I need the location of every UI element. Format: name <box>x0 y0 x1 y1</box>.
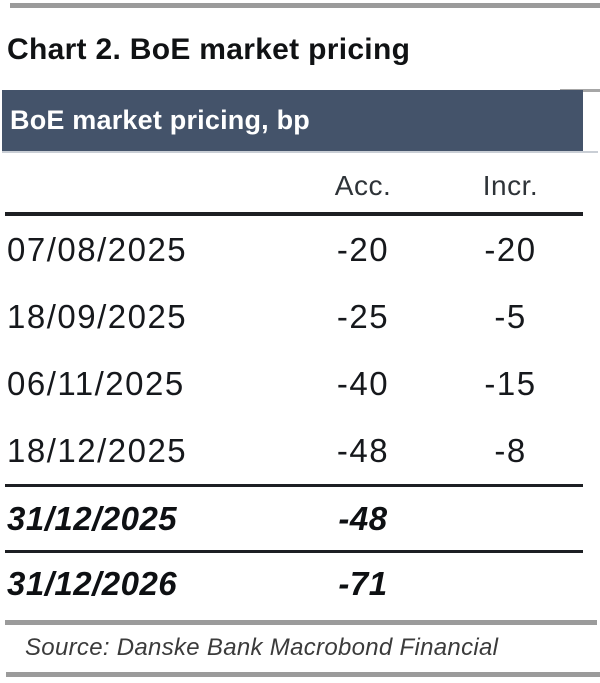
header-bar-bottom-rule <box>2 151 598 153</box>
column-header-row: Acc. Incr. <box>5 160 583 216</box>
table-title-bar: BoE market pricing, bp <box>2 90 583 151</box>
cell-incr: -8 <box>494 431 527 469</box>
table-row: 18/09/2025 -25 -5 <box>5 283 583 350</box>
source-text: Source: Danske Bank Macrobond Financial <box>25 634 499 661</box>
cell-incr: -20 <box>484 230 537 268</box>
cell-date: 06/11/2025 <box>7 364 185 402</box>
source-divider-bottom <box>6 672 600 677</box>
chart-title: Chart 2. BoE market pricing <box>7 33 411 66</box>
cell-date: 18/09/2025 <box>7 297 188 335</box>
cell-acc: -48 <box>336 431 390 469</box>
cell-incr: -15 <box>484 364 537 402</box>
cell-acc: -25 <box>336 297 390 335</box>
cell-incr: -5 <box>494 297 527 335</box>
cell-date: 31/12/2026 <box>7 565 178 602</box>
cell-acc: -48 <box>338 499 388 537</box>
summary-row-2025: 31/12/2025 -48 <box>5 484 583 553</box>
cell-acc: -71 <box>338 565 388 602</box>
cell-date: 18/12/2025 <box>7 431 188 469</box>
table-title: BoE market pricing, bp <box>10 105 310 135</box>
cell-date: 31/12/2025 <box>7 499 178 537</box>
top-divider <box>10 3 600 8</box>
table-row: 07/08/2025 -20 -20 <box>5 216 583 283</box>
source-divider-top <box>5 620 597 625</box>
column-header-acc: Acc. <box>334 170 392 201</box>
table-row: 06/11/2025 -40 -15 <box>5 350 583 417</box>
pricing-table: Acc. Incr. 07/08/2025 -20 -20 18/09/2025… <box>5 160 583 615</box>
cell-acc: -20 <box>336 230 390 268</box>
table-row: 18/12/2025 -48 -8 <box>5 417 583 484</box>
column-header-incr: Incr. <box>482 170 539 201</box>
summary-row-2026: 31/12/2026 -71 <box>5 553 583 615</box>
cell-date: 07/08/2025 <box>7 230 188 268</box>
cell-acc: -40 <box>336 364 390 402</box>
